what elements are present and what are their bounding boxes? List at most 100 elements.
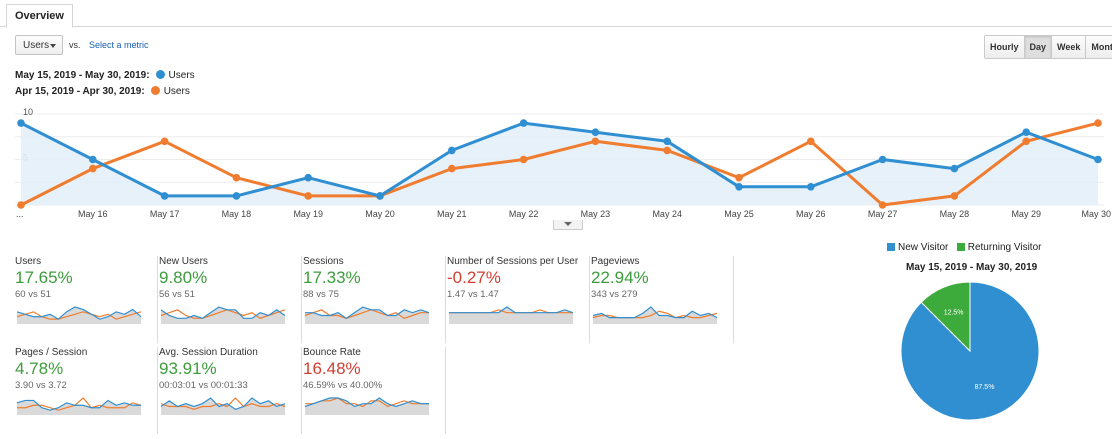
data-point (1094, 119, 1102, 127)
data-point (232, 192, 241, 200)
x-tick-label: May 17 (150, 209, 180, 219)
pie-slice-label: 12.5% (944, 309, 964, 316)
sparkline-previous (592, 310, 718, 319)
data-point (160, 137, 169, 146)
sparkline-area (17, 400, 141, 415)
tab-bar: Overview (0, 0, 1112, 28)
metric-label: Bounce Rate (303, 347, 361, 358)
metric-label: New Users (159, 256, 208, 267)
x-tick-label: May 19 (293, 209, 323, 219)
data-point (663, 137, 671, 146)
sparkline-current (160, 397, 286, 410)
data-point (1022, 137, 1030, 146)
sparkline (304, 306, 430, 324)
data-point (1094, 155, 1102, 164)
sparkline (592, 306, 718, 324)
data-point (304, 173, 313, 182)
month-button[interactable]: Month (1086, 36, 1112, 58)
data-point (89, 155, 97, 164)
pie-legend-returning: Returning Visitor (967, 242, 1042, 253)
metric-label: Number of Sessions per User (447, 256, 579, 267)
metric-label: Pages / Session (15, 347, 88, 358)
sparkline-area (449, 307, 573, 324)
metric-card[interactable]: New Users 9.80% 56 vs 51 (159, 256, 302, 343)
granularity-toggle: Hourly Day Week Month (984, 35, 1112, 59)
metric-percent-change: -0.27% (447, 268, 501, 287)
sparkline-previous (16, 311, 142, 320)
legend-current-range: May 15, 2019 - May 30, 2019: (15, 70, 150, 81)
pie-slice (900, 281, 1040, 421)
data-point (735, 173, 743, 182)
series-dot-icon (150, 86, 160, 95)
sparkline-area (593, 307, 717, 324)
sparkline-current (305, 306, 430, 320)
metric-comparison: 1.47 vs 1.47 (447, 289, 499, 300)
pie-legend-new: New Visitor (898, 242, 949, 253)
visitor-pie-chart: 87.5% 12.5% (900, 281, 1040, 421)
hourly-button[interactable]: Hourly (985, 36, 1025, 58)
series-line (20, 121, 1099, 198)
chart-resize-handle[interactable] (553, 220, 583, 230)
legend-swatch-icon (956, 243, 965, 251)
metric-card[interactable]: Pages / Session 4.78% 3.90 vs 3.72 (15, 347, 158, 434)
x-tick-label: May 26 (796, 209, 826, 219)
x-tick-label: May 29 (1011, 209, 1041, 219)
chevron-down-icon (50, 44, 56, 48)
sparkline-area (305, 307, 429, 324)
legend-previous-range: Apr 15, 2019 - Apr 30, 2019: (15, 86, 145, 97)
week-button[interactable]: Week (1052, 36, 1087, 58)
metric-card[interactable]: Number of Sessions per User -0.27% 1.47 vs… (447, 256, 590, 343)
data-point (663, 146, 671, 155)
data-point (878, 201, 887, 209)
data-point (735, 183, 743, 191)
data-point (519, 119, 528, 127)
legend-swatch-icon (887, 243, 895, 251)
x-tick-label: May 21 (437, 209, 467, 219)
series-area (21, 123, 1098, 205)
data-point (17, 119, 25, 127)
metric-card[interactable]: Bounce Rate 16.48% 46.59% vs 40.00% (303, 347, 446, 434)
sparkline-current (304, 397, 429, 408)
metric-percent-change: 16.48% (303, 359, 361, 378)
sparkline-current (592, 306, 718, 319)
legend-previous-series: Users (163, 86, 190, 97)
x-tick-label: ... (16, 209, 24, 219)
metric-comparison: 3.90 vs 3.72 (15, 380, 67, 391)
data-point (950, 192, 959, 200)
metric-comparison: 60 vs 51 (15, 289, 51, 300)
sparkline-current (16, 399, 141, 411)
select-metric-link[interactable]: Select a metric (89, 40, 149, 50)
pie-title: May 15, 2019 - May 30, 2019 (906, 262, 1038, 273)
data-point (807, 183, 815, 191)
metric-select-value: Users (23, 40, 50, 51)
metric-percent-change: 93.91% (159, 359, 217, 378)
metric-card[interactable]: Avg. Session Duration 93.91% 00:03:01 vs 0… (159, 347, 302, 434)
sparkline-current (16, 306, 142, 320)
metric-card[interactable]: Pageviews 22.94% 343 vs 279 (591, 256, 734, 343)
sparkline-previous (17, 397, 142, 411)
x-tick-label: May 25 (724, 209, 754, 219)
metric-percent-change: 17.33% (303, 268, 361, 287)
data-point (448, 146, 456, 155)
sparkline-area (161, 307, 285, 324)
metric-select[interactable]: Users (15, 35, 63, 55)
tab-overview[interactable]: Overview (6, 4, 73, 28)
data-point (160, 192, 169, 200)
legend-current-series: Users (168, 70, 195, 81)
sparkline (160, 306, 286, 324)
metric-card[interactable]: Users 17.65% 60 vs 51 (15, 256, 158, 343)
metric-card[interactable]: Sessions 17.33% 88 vs 75 (303, 256, 446, 343)
x-tick-label: May 18 (222, 209, 252, 219)
pie-slice-label: 87.5% (975, 384, 995, 391)
sparkline-area (161, 398, 285, 415)
x-tick-label: May 30 (1081, 209, 1111, 219)
pie-slice (920, 281, 971, 353)
metric-label: Pageviews (591, 256, 640, 267)
x-tick-label: May 28 (940, 209, 970, 219)
metric-percent-change: 9.80% (159, 268, 208, 287)
sparkline-current (449, 306, 574, 314)
x-tick-label: May 20 (365, 209, 395, 219)
data-point (304, 192, 313, 200)
day-button[interactable]: Day (1024, 36, 1053, 58)
